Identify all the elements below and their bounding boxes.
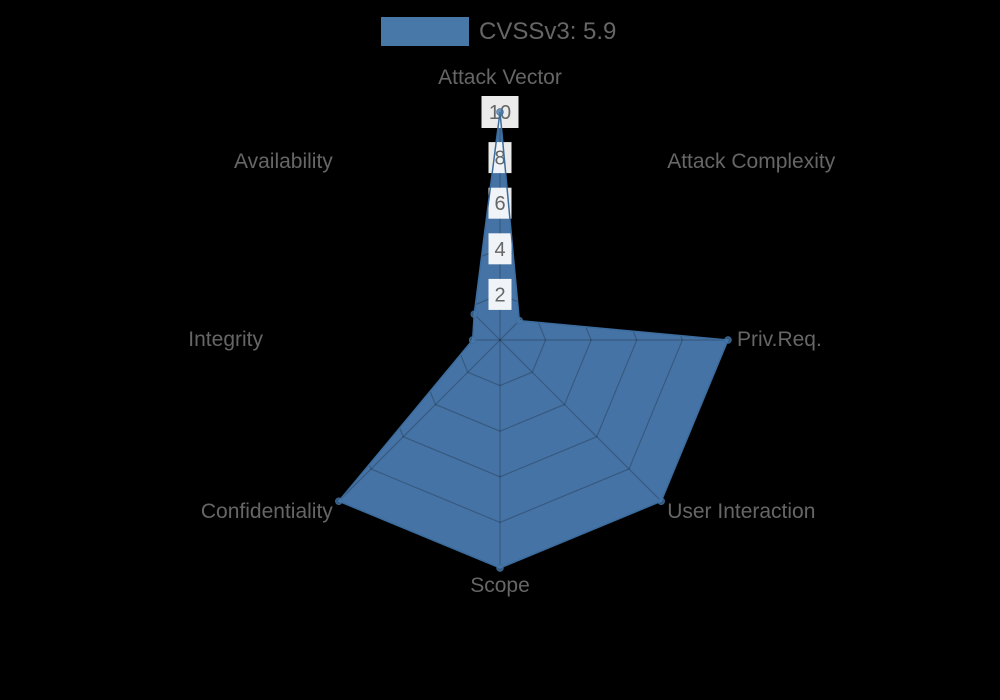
svg-text:Attack Complexity: Attack Complexity: [667, 150, 836, 173]
svg-text:4: 4: [494, 239, 505, 261]
svg-text:Integrity: Integrity: [188, 328, 263, 351]
svg-text:Priv.Req.: Priv.Req.: [737, 328, 822, 351]
svg-text:Attack Vector: Attack Vector: [438, 66, 562, 89]
svg-text:CVSSv3: 5.9: CVSSv3: 5.9: [479, 18, 616, 45]
svg-text:Confidentiality: Confidentiality: [201, 500, 333, 523]
svg-text:Scope: Scope: [470, 574, 530, 597]
svg-text:6: 6: [494, 193, 505, 215]
svg-text:2: 2: [494, 284, 505, 306]
svg-text:User Interaction: User Interaction: [667, 500, 815, 523]
svg-text:Availability: Availability: [234, 150, 333, 173]
